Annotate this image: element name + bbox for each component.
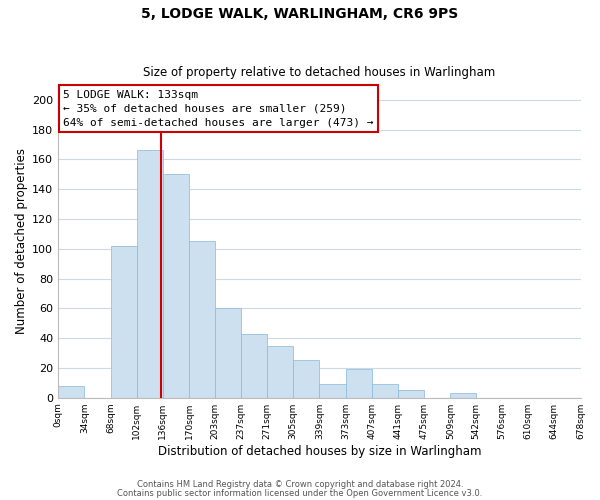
Bar: [319, 384, 346, 398]
Bar: [110, 246, 137, 398]
Text: 5, LODGE WALK, WARLINGHAM, CR6 9PS: 5, LODGE WALK, WARLINGHAM, CR6 9PS: [142, 8, 458, 22]
Bar: [189, 242, 215, 398]
Title: Size of property relative to detached houses in Warlingham: Size of property relative to detached ho…: [143, 66, 496, 80]
Bar: [163, 174, 189, 398]
Bar: [215, 308, 241, 398]
Bar: [267, 346, 293, 398]
Y-axis label: Number of detached properties: Number of detached properties: [15, 148, 28, 334]
Text: 5 LODGE WALK: 133sqm
← 35% of detached houses are smaller (259)
64% of semi-deta: 5 LODGE WALK: 133sqm ← 35% of detached h…: [64, 90, 374, 128]
Bar: [293, 360, 319, 398]
Bar: [346, 370, 372, 398]
Bar: [241, 334, 267, 398]
Text: Contains HM Land Registry data © Crown copyright and database right 2024.: Contains HM Land Registry data © Crown c…: [137, 480, 463, 489]
Text: Contains public sector information licensed under the Open Government Licence v3: Contains public sector information licen…: [118, 488, 482, 498]
Bar: [372, 384, 398, 398]
X-axis label: Distribution of detached houses by size in Warlingham: Distribution of detached houses by size …: [158, 444, 481, 458]
Bar: [398, 390, 424, 398]
Bar: [450, 393, 476, 398]
Bar: [58, 386, 85, 398]
Bar: [137, 150, 163, 398]
